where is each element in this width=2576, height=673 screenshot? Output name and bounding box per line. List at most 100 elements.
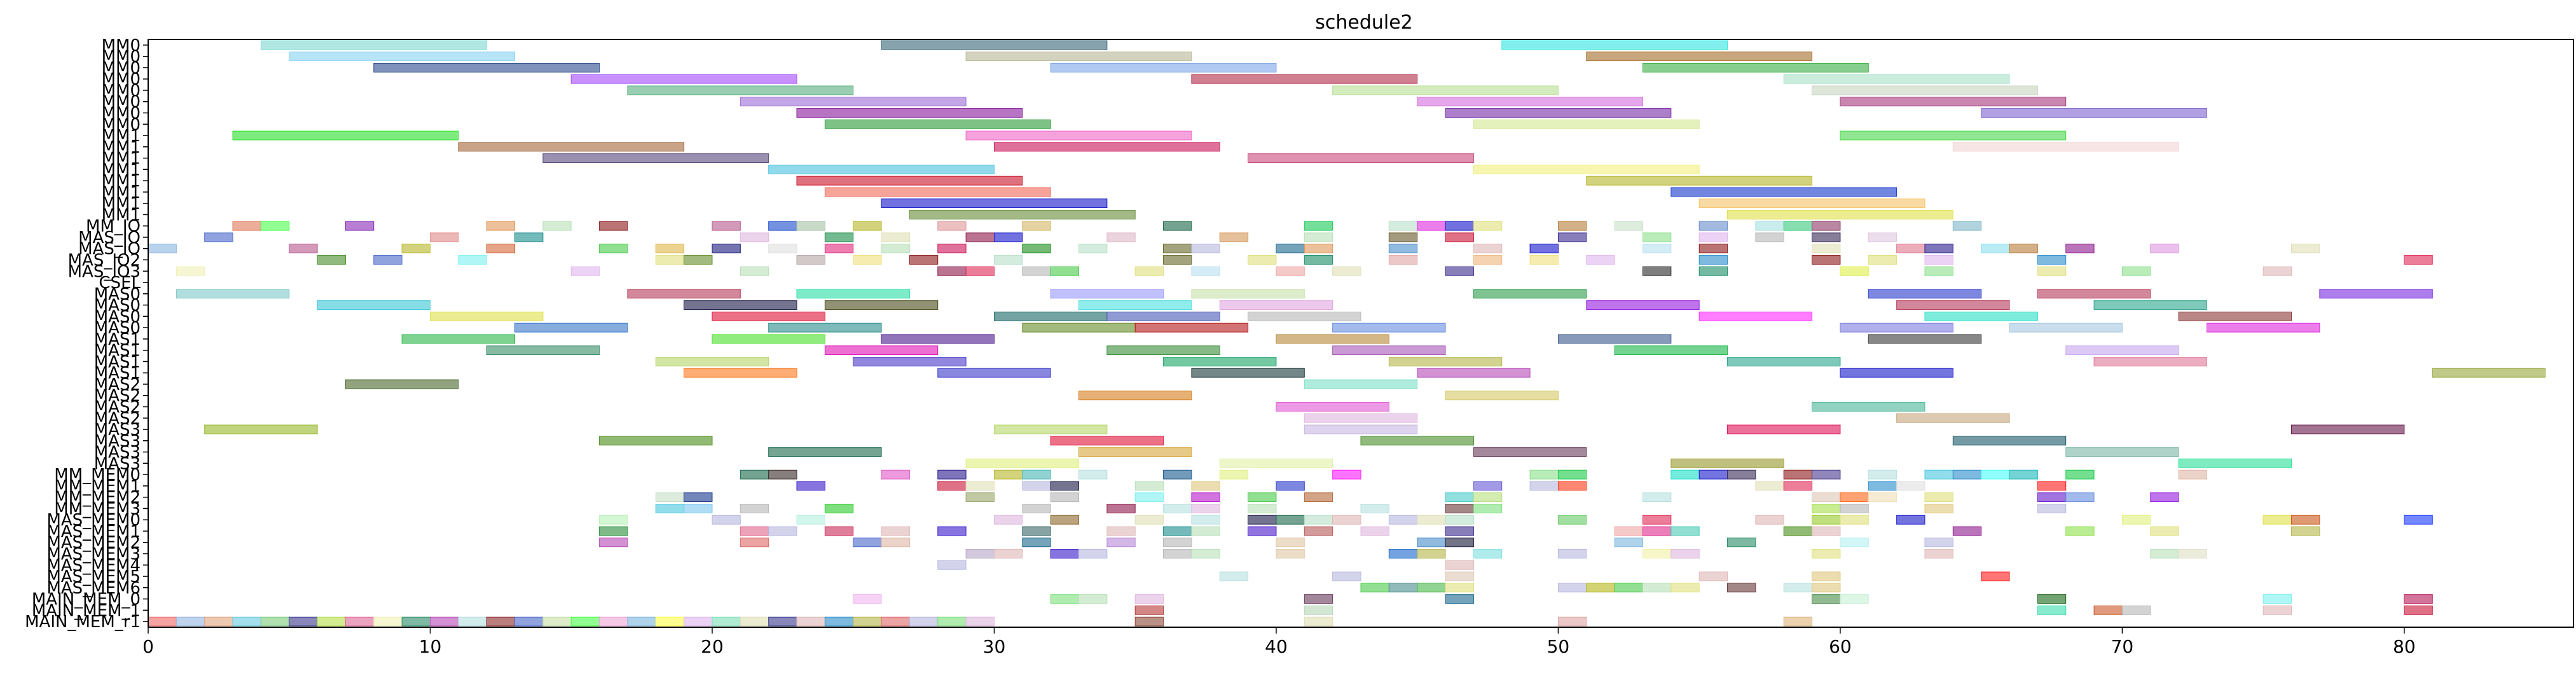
task-bar [684,616,713,627]
task-bar [1078,594,1108,604]
task-bar [1304,232,1333,242]
task-bar [1557,481,1587,491]
task-bar [1050,481,1080,491]
task-bar [965,492,995,503]
task-bar [993,515,1023,525]
task-bar [486,244,516,254]
y-tick-label: MAS_MEM1 [46,522,141,541]
y-tick-label: MM1 [102,138,141,157]
task-bar [1417,515,1446,525]
y-tick-label: MAS1 [94,364,141,383]
task-bar [1050,515,1080,525]
task-bar [2206,323,2320,333]
task-bar [1276,266,1305,276]
task-bar [1473,221,1503,231]
task-bar [1248,153,1474,163]
task-bar [1473,503,1503,513]
task-bar [1812,549,1841,559]
task-bar [1304,492,1333,503]
task-bar [655,356,769,366]
task-bar [429,232,459,242]
task-bar [317,255,346,265]
task-bar [232,221,261,231]
task-bar [599,515,628,525]
task-bar [1134,605,1164,615]
y-tick-label: MAS_MEM5 [46,567,141,586]
task-bar [1022,266,1051,276]
task-bar [599,221,628,231]
task-bar [1106,538,1136,548]
task-bar [1952,221,1982,231]
task-bar [542,221,572,231]
task-bar [1078,244,1108,254]
task-bar [1501,40,1728,50]
task-bar [176,266,205,276]
task-bar [1557,334,1672,344]
y-tick-label: MAS0 [94,285,141,304]
task-bar [937,526,967,536]
task-bar [1191,74,1418,84]
task-bar [2319,289,2433,299]
task-bar [1727,424,1841,434]
task-bar [881,40,1108,50]
task-bar [1727,469,1756,480]
task-bar [1022,323,1136,333]
task-bar [1332,469,1361,480]
task-bar [1445,560,1474,570]
y-tick-label: MAS2 [94,375,141,394]
task-bar [2404,594,2433,604]
task-bar [1924,492,1953,503]
task-bar [712,311,825,321]
task-bar [458,255,487,265]
task-bar [401,334,516,344]
task-bar [1981,571,2010,581]
task-bar [1755,481,1784,491]
task-bar [824,232,854,242]
task-bar [853,538,882,548]
y-tick-label: MAS0 [94,296,141,316]
x-tick-label: 60 [1829,636,1852,657]
y-tick-label: MAS_MEM3 [46,545,141,564]
task-bar [1755,232,1784,242]
x-tick-label: 20 [701,636,724,657]
y-tick-label: MM1 [102,127,141,146]
task-bar [712,616,741,627]
task-bar [176,289,290,299]
task-bar [853,356,967,366]
task-bar [1642,515,1672,525]
task-bar [1557,549,1587,559]
task-bar [289,616,318,627]
task-bar [909,616,939,627]
task-bar [1473,481,1503,491]
task-bar [2065,469,2095,480]
y-tick-label: MAS2 [94,398,141,417]
task-bar [1360,526,1389,536]
task-bar [1388,549,1418,559]
task-bar [1304,594,1333,604]
task-bar [2150,244,2179,254]
task-bar [1783,221,1813,231]
task-bar [1614,583,1643,593]
task-bar [1050,436,1164,446]
task-bar [768,616,797,627]
task-bar [1106,311,1220,321]
task-bar [1332,515,1361,525]
task-bar [684,368,797,378]
task-bar [1812,594,1841,604]
y-tick-label: MAS3 [94,454,141,473]
task-bar [1868,255,1898,265]
task-bar [1868,334,1982,344]
task-bar [2065,526,2095,536]
task-bar [993,142,1220,152]
task-bar [1698,311,1813,321]
task-bar [1727,538,1756,548]
y-tick-label: MM0 [102,81,141,101]
task-bar [514,616,544,627]
task-bar [937,616,967,627]
y-tick-label: MM1 [102,183,141,202]
task-bar [1727,209,1953,219]
task-bar [2009,323,2123,333]
task-bar [1868,289,1982,299]
task-bar [1473,492,1503,503]
task-bar [1924,311,2038,321]
